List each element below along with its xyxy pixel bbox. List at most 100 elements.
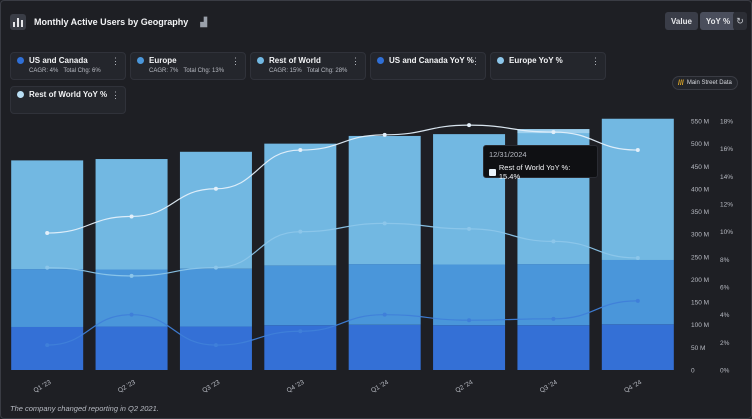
legend-name: Europe <box>149 56 177 65</box>
more-options-icon[interactable]: ⋮ <box>471 56 480 66</box>
legend-dot <box>17 91 24 98</box>
tooltip-text: Rest of World YoY %: 15.4% <box>498 163 571 181</box>
y-tick-label: 50 M <box>691 345 705 352</box>
x-tick-label: Q4 '23 <box>286 379 306 395</box>
legend-name: Europe YoY % <box>509 56 563 65</box>
line-point <box>551 316 556 321</box>
more-options-icon[interactable]: ⋮ <box>591 56 600 66</box>
line-us-and-canada-yoy- <box>47 300 638 346</box>
bar-europe <box>264 265 337 326</box>
bar-us-and-canada <box>11 326 84 370</box>
line-point <box>129 214 134 219</box>
y2-tick-label: 10% <box>720 229 733 236</box>
legend-card-us-canada-yoy[interactable]: US and Canada YoY % ⋮ <box>370 52 486 80</box>
tooltip-date: 12/31/2024 <box>489 150 527 159</box>
bar-europe <box>517 264 590 326</box>
x-tick-label: Q2 '24 <box>454 379 474 395</box>
y-tick-label: 500 M <box>691 141 709 148</box>
line-point <box>467 123 472 128</box>
line-point <box>635 255 640 260</box>
line-point <box>298 229 303 234</box>
bar-europe <box>433 264 506 326</box>
legend-card-europe[interactable]: Europe CAGR: 7% Total Chg: 13% ⋮ <box>130 52 246 80</box>
line-point <box>382 132 387 137</box>
y2-tick-label: 0% <box>720 368 730 375</box>
bar-rest-of-world <box>348 135 421 265</box>
more-options-icon[interactable]: ⋮ <box>231 56 240 66</box>
x-tick-label: Q1 '24 <box>370 379 390 395</box>
bar-chart-icon <box>10 14 26 30</box>
footnote: The company changed reporting in Q2 2021… <box>10 404 159 413</box>
legend-total: Total Chg: 6% <box>63 68 101 74</box>
more-options-icon[interactable]: ⋮ <box>111 90 120 100</box>
more-options-icon[interactable]: ⋮ <box>111 56 120 66</box>
legend-cagr: CAGR: 7% <box>149 68 179 74</box>
line-point <box>213 265 218 270</box>
line-point <box>635 298 640 303</box>
data-source-icon: /// <box>678 79 684 87</box>
y2-tick-label: 12% <box>720 202 733 209</box>
x-tick-label: Q1 '23 <box>32 379 52 395</box>
legend-total: Total Chg: 13% <box>183 68 225 74</box>
chart-tooltip: 12/31/2024 Rest of World YoY %: 15.4% <box>483 145 598 181</box>
bar-us-and-canada <box>179 326 252 370</box>
x-tick-label: Q3 '23 <box>201 379 221 395</box>
chart-type-icon[interactable]: ▟ <box>200 16 208 27</box>
chart-title: Monthly Active Users by Geography <box>34 17 189 27</box>
line-point <box>129 273 134 278</box>
bar-rest-of-world <box>11 160 84 270</box>
legend-dot <box>497 57 504 64</box>
y-tick-label: 150 M <box>691 300 709 307</box>
source-label: Main Street Data <box>686 80 732 86</box>
legend-name: US and Canada YoY % <box>389 56 474 65</box>
bar-us-and-canada <box>95 326 168 370</box>
y2-tick-label: 18% <box>720 119 733 126</box>
bar-rest-of-world <box>179 151 252 269</box>
y-tick-label: 550 M <box>691 119 709 126</box>
x-tick-label: Q3 '24 <box>539 379 559 395</box>
line-europe-yoy- <box>47 222 638 277</box>
value-button[interactable]: Value <box>665 12 698 30</box>
line-point <box>45 231 50 236</box>
bar-europe <box>601 259 674 325</box>
tooltip-swatch <box>489 168 496 176</box>
bar-us-and-canada <box>601 324 674 370</box>
legend-card-rest-of-world[interactable]: Rest of World CAGR: 15% Total Chg: 28% ⋮ <box>250 52 366 80</box>
y2-tick-label: 8% <box>720 257 730 264</box>
y2-tick-label: 6% <box>720 285 730 292</box>
line-point <box>551 239 556 244</box>
legend-dot <box>257 57 264 64</box>
legend-dot <box>17 57 24 64</box>
bar-europe <box>11 269 84 327</box>
line-point <box>298 148 303 153</box>
legend-name: Rest of World YoY % <box>29 90 108 99</box>
bar-rest-of-world <box>264 143 337 266</box>
yoy-button[interactable]: YoY % <box>699 12 737 30</box>
legend-cagr: CAGR: 15% <box>269 68 302 74</box>
bar-europe <box>179 268 252 327</box>
y-tick-label: 250 M <box>691 254 709 261</box>
line-point <box>467 226 472 231</box>
header: Monthly Active Users by Geography ▟ <box>10 12 207 32</box>
legend-cagr: CAGR: 4% <box>29 68 59 74</box>
source-badge[interactable]: /// Main Street Data <box>672 76 738 90</box>
refresh-icon[interactable]: ↻ <box>733 12 747 30</box>
y2-tick-label: 2% <box>720 340 730 347</box>
bar-rest-of-world <box>601 118 674 260</box>
legend-dot <box>377 57 384 64</box>
y-tick-label: 450 M <box>691 164 709 171</box>
legend-card-europe-yoy[interactable]: Europe YoY % ⋮ <box>490 52 606 80</box>
line-point <box>382 221 387 226</box>
bar-europe <box>95 269 168 327</box>
y-tick-label: 200 M <box>691 277 709 284</box>
x-tick-label: Q2 '23 <box>117 379 137 395</box>
line-point <box>213 343 218 348</box>
legend-card-us-canada[interactable]: US and Canada CAGR: 4% Total Chg: 6% ⋮ <box>10 52 126 80</box>
y2-tick-label: 4% <box>720 312 730 319</box>
y-tick-label: 100 M <box>691 322 709 329</box>
y-tick-label: 300 M <box>691 232 709 239</box>
legend-card-rest-of-world-yoy[interactable]: Rest of World YoY % ⋮ <box>10 86 126 114</box>
more-options-icon[interactable]: ⋮ <box>351 56 360 66</box>
line-point <box>635 148 640 153</box>
